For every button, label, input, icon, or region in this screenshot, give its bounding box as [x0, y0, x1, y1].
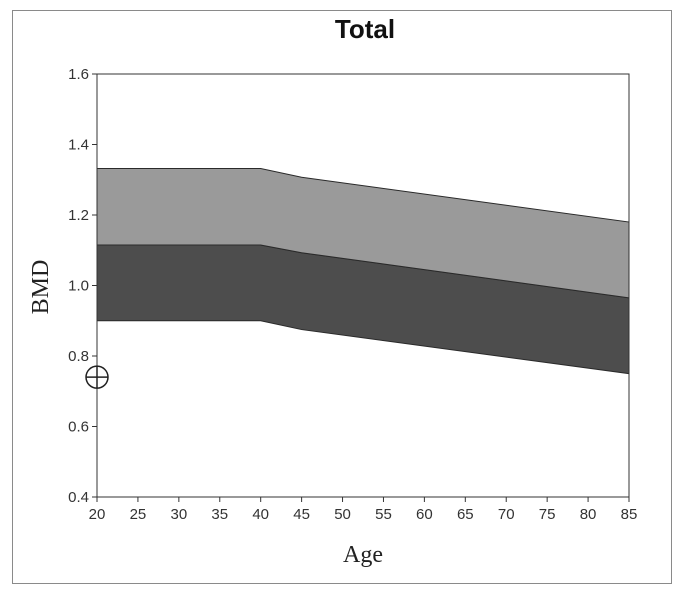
x-tick-label: 20 — [89, 506, 106, 523]
x-tick-label: 65 — [457, 506, 474, 523]
x-tick-label: 45 — [293, 506, 310, 523]
x-axis-ticks: 20 25 30 35 40 45 50 55 60 65 70 75 80 85 — [89, 497, 638, 523]
patient-points — [85, 365, 109, 389]
x-tick-label: 60 — [416, 506, 433, 523]
y-tick-label: 1.2 — [68, 207, 89, 224]
x-tick-label: 50 — [334, 506, 351, 523]
y-tick-label: 0.8 — [68, 348, 89, 365]
x-tick-label: 35 — [211, 506, 228, 523]
y-tick-label: 0.6 — [68, 419, 89, 436]
x-tick-label: 80 — [580, 506, 597, 523]
y-axis-label: BMD — [28, 260, 54, 315]
reference-bands — [96, 167, 630, 375]
y-tick-label: 1.4 — [68, 137, 89, 154]
x-tick-label: 85 — [621, 506, 638, 523]
x-axis-label: Age — [343, 542, 383, 568]
x-tick-label: 55 — [375, 506, 392, 523]
x-tick-label: 70 — [498, 506, 515, 523]
x-tick-label: 30 — [171, 506, 188, 523]
patient-marker — [85, 365, 109, 389]
y-tick-label: 1.0 — [68, 278, 89, 295]
x-tick-label: 40 — [252, 506, 269, 523]
y-tick-label: 0.4 — [68, 489, 89, 506]
x-tick-label: 75 — [539, 506, 556, 523]
chart-title: Total — [335, 14, 395, 44]
y-tick-label: 1.6 — [68, 66, 89, 83]
y-axis-ticks: 0.4 0.6 0.8 1.0 1.2 1.4 1.6 — [68, 66, 97, 506]
x-tick-label: 25 — [130, 506, 147, 523]
